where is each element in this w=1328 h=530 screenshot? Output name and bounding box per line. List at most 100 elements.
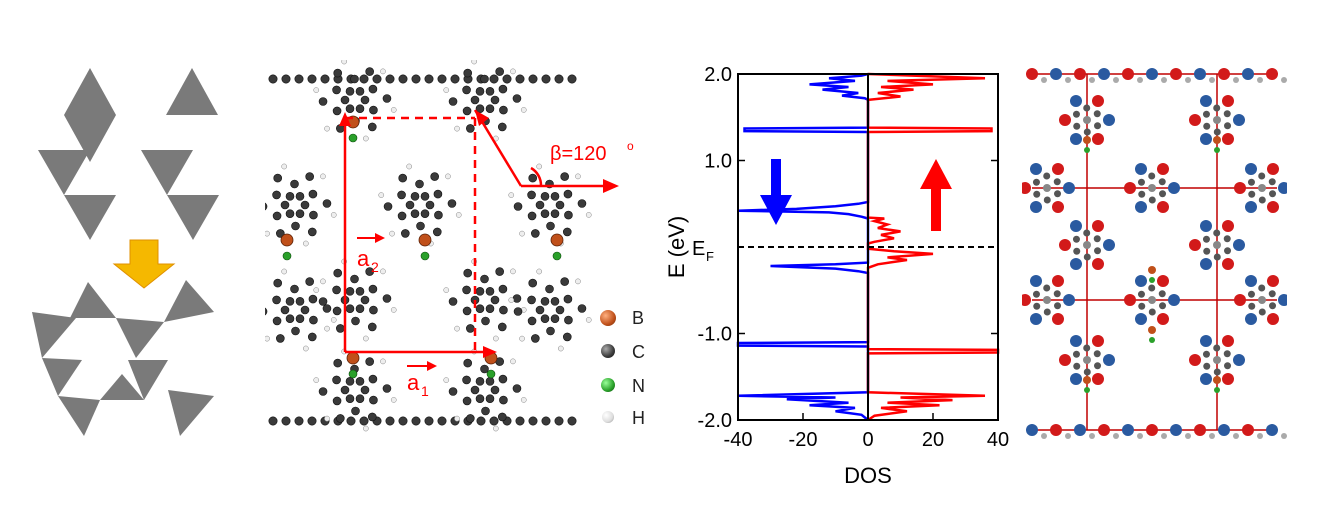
hydrogen-atom	[445, 173, 451, 180]
boron-site	[1083, 376, 1091, 384]
carbon-atom	[385, 416, 395, 426]
boron-atom	[346, 351, 360, 365]
carbon-site	[1094, 122, 1102, 130]
carbon-atom	[562, 227, 572, 237]
carbon-atom	[540, 297, 550, 306]
hydrogen-atom	[389, 230, 395, 237]
hydrogen-atom	[390, 307, 397, 313]
carbon-site	[1258, 172, 1266, 180]
carbon-site	[1203, 362, 1211, 370]
nitrogen-site	[1084, 147, 1090, 153]
nitrogen-atom-icon	[601, 378, 615, 392]
carbon-site	[1247, 178, 1255, 186]
hydrogen-atom	[265, 230, 270, 237]
carbon-atom	[462, 285, 471, 295]
carbon-site	[1213, 229, 1221, 237]
spin-site-small	[1089, 77, 1095, 83]
carbon-atom	[515, 416, 525, 426]
carbon-site	[1268, 178, 1276, 186]
carbon-atom	[546, 326, 555, 336]
carbon-atom	[295, 192, 305, 201]
carbon-atom	[355, 287, 365, 296]
nitrogen-site	[1149, 337, 1155, 343]
carbon-atom	[564, 210, 573, 220]
legend-item-c: C	[598, 340, 658, 364]
spin-site-small	[1041, 77, 1047, 83]
carbon-site	[1258, 196, 1266, 204]
boron-site	[1148, 266, 1156, 274]
carbon-atom	[466, 124, 475, 133]
carbon-site	[1159, 190, 1167, 198]
carbon-atom	[411, 74, 421, 84]
hydrogen-atom	[378, 192, 385, 198]
hydrogen-atom	[510, 358, 516, 365]
carbon-atom	[369, 105, 378, 115]
carbon-atom	[268, 74, 278, 84]
carbon-site	[1032, 290, 1040, 298]
hydrogen-atom	[454, 325, 460, 332]
spin-site	[1157, 274, 1169, 287]
carbon-atom	[346, 416, 356, 426]
carbon-site	[1053, 178, 1061, 186]
boron-site	[1148, 326, 1156, 334]
carbon-atom	[410, 192, 420, 201]
carbon-site	[1203, 122, 1211, 130]
carbon-atom	[285, 314, 295, 323]
carbon-site	[1054, 190, 1062, 198]
carbon-atom	[332, 396, 342, 406]
spin-site	[1194, 68, 1206, 80]
carbon-atom	[424, 74, 434, 84]
carbon-atom	[410, 209, 420, 218]
carbon-site	[1223, 235, 1231, 243]
carbon-atom	[369, 305, 378, 315]
spin-site	[1103, 114, 1115, 126]
carbon-site	[1138, 302, 1146, 310]
spin-site	[1022, 294, 1031, 306]
hydrogen-atom	[281, 163, 288, 170]
spin-site	[1218, 424, 1230, 436]
boron-site	[1213, 376, 1221, 384]
spin-site	[1245, 201, 1257, 214]
carbon-atom	[272, 211, 282, 221]
spin-site	[1233, 239, 1245, 251]
carbon-site	[1043, 172, 1051, 180]
carbon-atom	[495, 267, 504, 276]
spin-site	[1200, 133, 1212, 146]
nitrogen-site	[1214, 147, 1220, 153]
carbon-site	[1213, 344, 1221, 352]
carbon-atom	[295, 209, 305, 218]
dos-series-1	[866, 72, 1000, 422]
hydrogen-atom	[313, 287, 320, 293]
carbon-atom	[495, 67, 504, 76]
carbon-atom	[307, 227, 317, 237]
spin-site	[1022, 182, 1031, 194]
x-tick-label: -20	[789, 429, 818, 451]
a2-label: a	[357, 246, 370, 271]
carbon-atom	[550, 297, 560, 306]
carbon-atom	[475, 87, 485, 96]
carbon-atom	[512, 94, 522, 103]
legend-label-c: C	[632, 342, 645, 362]
carbon-atom	[307, 332, 317, 342]
spin-site	[1063, 294, 1075, 306]
carbon-atom	[470, 95, 480, 105]
center-site	[1213, 241, 1221, 249]
spin-site	[1168, 294, 1180, 306]
carbon-site	[1053, 290, 1061, 298]
carbon-site	[1083, 128, 1091, 136]
carbon-atom	[365, 67, 374, 76]
carbon-atom	[447, 199, 457, 208]
boron-atom	[418, 233, 432, 247]
boron-atom-icon	[600, 310, 616, 326]
carbon-site	[1073, 122, 1081, 130]
carbon-atom	[333, 358, 343, 368]
spin-site	[1074, 424, 1086, 436]
carbon-atom	[350, 74, 359, 84]
carbon-atom	[555, 200, 565, 210]
carbon-atom	[485, 394, 495, 403]
carbon-atom	[462, 306, 472, 316]
carbon-atom	[333, 268, 343, 278]
spin-site	[1146, 424, 1158, 436]
carbon-atom	[481, 406, 490, 416]
carbon-atom	[345, 87, 355, 96]
